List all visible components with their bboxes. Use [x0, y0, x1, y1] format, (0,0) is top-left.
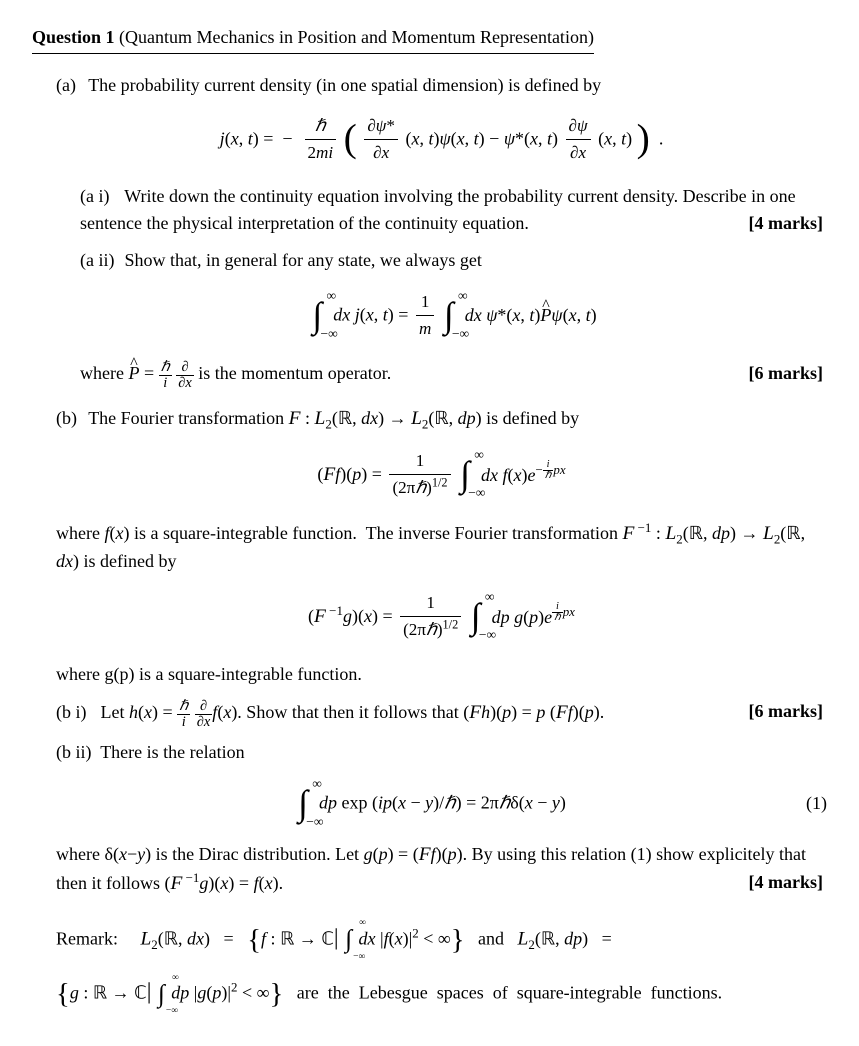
subpart-a-ii: (a ii) Show that, in general for any sta…	[80, 247, 827, 390]
subpart-b-ii-text: There is the relation	[100, 742, 244, 762]
subpart-a-i: (a i) Write down the continuity equation…	[80, 183, 827, 237]
marks-a-i: [4 marks]	[749, 210, 824, 237]
part-b-intro-map: F : L2(ℝ, dx) → L2(ℝ, dp)	[289, 408, 482, 428]
subpart-a-ii-label: (a ii)	[80, 247, 120, 274]
eq-current-density: j(x, t) = − ℏ2mi ( ∂ψ*∂x (x, t)ψ(x, t) −…	[56, 113, 827, 165]
question-number: Question 1	[32, 27, 115, 47]
part-a-label: (a)	[56, 72, 84, 99]
part-b-mid: where f(x) is a square-integrable functi…	[56, 519, 827, 575]
question-title: (Quantum Mechanics in Position and Momen…	[119, 27, 594, 47]
part-b-label: (b)	[56, 405, 84, 432]
subpart-a-ii-text: Show that, in general for any state, we …	[125, 250, 482, 270]
subpart-b-ii-after: where δ(x−y) is the Dirac distribution. …	[56, 840, 827, 898]
part-a: (a) The probability current density (in …	[56, 72, 827, 390]
part-b: (b) The Fourier transformation F : L2(ℝ,…	[56, 404, 827, 898]
eq-fourier: (Ff)(p) = 1(2πℏ)1/2 ∫∞−∞ dx f(x)e−iℏpx	[56, 447, 827, 501]
part-b-intro-post: is defined by	[486, 408, 579, 428]
remark: Remark: L2(ℝ, dx) = {f : ℝ → ℂ| ∫∞−∞ dx …	[56, 913, 827, 1022]
where-post: is the momentum operator.	[198, 363, 391, 383]
part-b-mid-text: where f(x) is a square-integrable functi…	[56, 523, 805, 571]
marks-b-i: [6 marks]	[749, 698, 824, 725]
subpart-b-i-label: (b i)	[56, 699, 96, 726]
part-b-intro-pre: The Fourier transformation	[88, 408, 288, 428]
subpart-b-i-text: Let h(x) = ℏi ∂∂xf(x). Show that then it…	[101, 702, 605, 722]
eq-integral-j: ∫∞−∞ dx j(x, t) = 1m ∫∞−∞ dx ψ*(x, t)Pψ(…	[80, 288, 827, 342]
question-header: Question 1 (Quantum Mechanics in Positio…	[32, 24, 594, 54]
eq-fourier-inv: (F −1g)(x) = 1(2πℏ)1/2 ∫∞−∞ dp g(p)eiℏpx	[56, 589, 827, 643]
remark-label: Remark:	[56, 928, 118, 948]
subpart-b-ii-label: (b ii)	[56, 739, 96, 766]
where-g: where g(p) is a square-integrable functi…	[56, 661, 827, 688]
marks-b-ii: [4 marks]	[749, 869, 824, 896]
eq-number-1: (1)	[806, 790, 827, 817]
subpart-b-ii: (b ii) There is the relation ∫∞−∞ dp exp…	[56, 739, 827, 898]
marks-a-ii: [6 marks]	[749, 360, 824, 387]
eq-delta: ∫∞−∞ dp exp (ip(x − y)/ℏ) = 2πℏδ(x − y) …	[56, 766, 827, 840]
part-a-intro: The probability current density (in one …	[88, 75, 601, 95]
where-pre: where	[80, 363, 128, 383]
subpart-a-i-text: Write down the continuity equation invol…	[80, 186, 796, 233]
subpart-a-i-label: (a i)	[80, 183, 120, 210]
subpart-a-ii-where: where P = ℏi ∂∂x is the momentum operato…	[80, 360, 827, 390]
subpart-b-i: (b i) Let h(x) = ℏi ∂∂xf(x). Show that t…	[56, 698, 827, 729]
